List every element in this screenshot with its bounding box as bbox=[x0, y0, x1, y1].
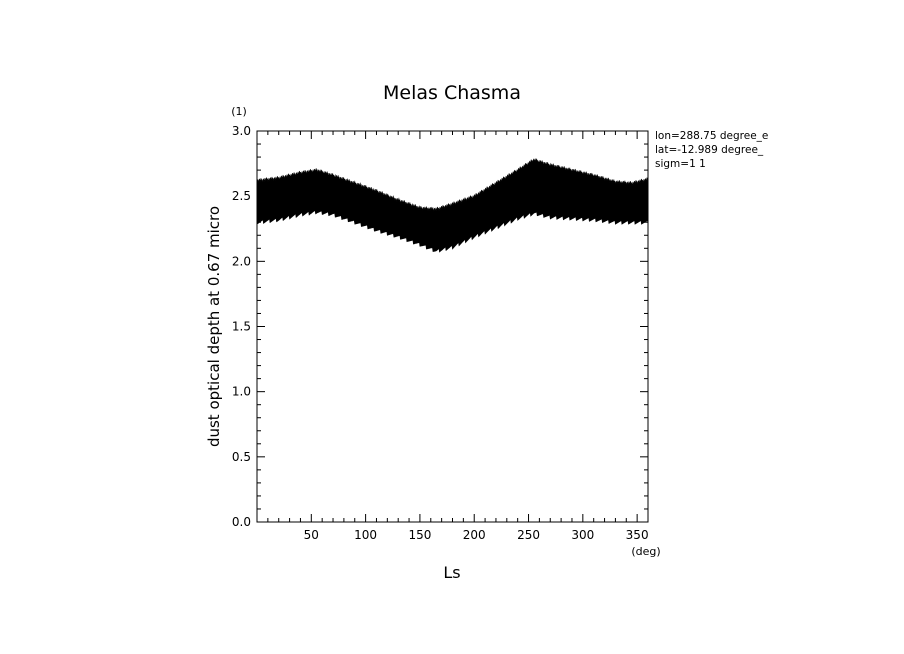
info-lat: lat=-12.989 degree_ bbox=[655, 144, 764, 156]
x-tick-label: 300 bbox=[571, 528, 594, 542]
x-tick-label: 350 bbox=[626, 528, 649, 542]
x-axis-ticks bbox=[267, 131, 638, 522]
y-tick-label: 0.0 bbox=[232, 515, 251, 529]
y-tick-label: 1.5 bbox=[232, 320, 251, 334]
x-tick-label: 200 bbox=[463, 528, 486, 542]
x-tick-label: 50 bbox=[304, 528, 319, 542]
y-tick-label: 0.5 bbox=[232, 450, 251, 464]
plot-data-layer bbox=[256, 158, 649, 253]
x-tick-labels: 50 100 150 200 250 300 350 bbox=[304, 528, 649, 542]
x-tick-label: 250 bbox=[517, 528, 540, 542]
x-axis-label: Ls bbox=[443, 563, 460, 582]
series-band-0 bbox=[256, 158, 649, 253]
y-tick-label: 3.0 bbox=[232, 124, 251, 138]
y-axis-label: dust optical depth at 0.67 micro bbox=[205, 206, 223, 447]
y-tick-label: 2.5 bbox=[232, 189, 251, 203]
x-units-label: (deg) bbox=[631, 545, 660, 558]
y-axis-ticks bbox=[257, 143, 648, 510]
info-lon: lon=288.75 degree_e bbox=[655, 130, 768, 142]
y-units-label: (1) bbox=[231, 105, 247, 118]
y-tick-label: 2.0 bbox=[232, 254, 251, 268]
info-sigm: sigm=1 1 bbox=[655, 158, 706, 170]
chart-title: Melas Chasma bbox=[383, 82, 521, 104]
y-tick-label: 1.0 bbox=[232, 385, 251, 399]
y-tick-labels: 0.0 0.5 1.0 1.5 2.0 2.5 3.0 bbox=[232, 124, 251, 529]
x-tick-label: 100 bbox=[354, 528, 377, 542]
x-tick-label: 150 bbox=[408, 528, 431, 542]
